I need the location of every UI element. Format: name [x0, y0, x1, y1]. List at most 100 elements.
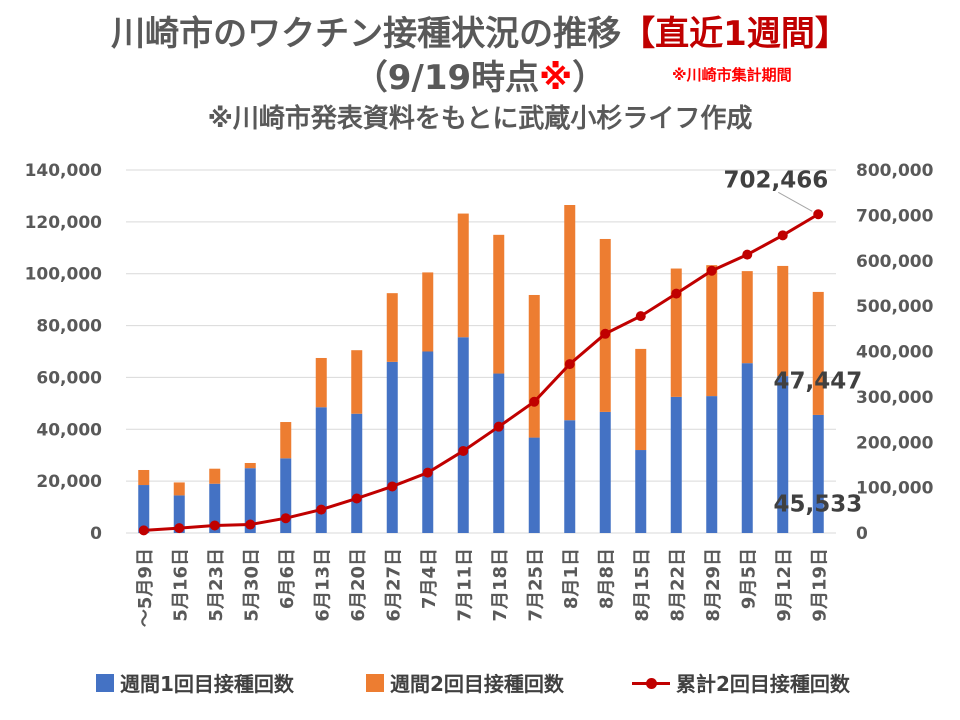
bar-second-dose — [777, 265, 789, 377]
cumulative-point — [529, 396, 540, 407]
legend-label-second-dose: 週間2回目接種回数 — [390, 672, 564, 696]
bar-second-dose — [670, 268, 682, 397]
legend-swatch-first-dose — [96, 673, 114, 692]
x-tick-label: 5月16日 — [170, 548, 191, 622]
cumulative-point — [671, 288, 682, 299]
line-series — [138, 209, 824, 536]
cumulative-point — [635, 311, 646, 322]
bar-first-dose — [812, 414, 824, 533]
bar-second-dose — [315, 357, 327, 408]
x-tick-label: 6月20日 — [348, 548, 369, 622]
bar-second-dose — [173, 482, 185, 496]
cumulative-point — [245, 519, 256, 530]
date-text: （9/19時点 — [353, 58, 540, 98]
data-labels: 702,466 47,447 45,533 — [723, 167, 862, 517]
legend-swatch-cumulative — [632, 674, 670, 692]
cumulative-point — [742, 249, 753, 260]
bar-first-dose — [741, 363, 753, 533]
cumulative-point — [706, 265, 717, 276]
bar-first-dose — [386, 361, 398, 533]
cumulative-point — [387, 481, 398, 492]
cumulative-point — [600, 328, 611, 339]
cumulative-point — [351, 493, 362, 504]
bar-first-dose — [670, 396, 682, 533]
y-left-tick-label: 80,000 — [36, 317, 102, 337]
bar-first-dose — [528, 437, 540, 533]
legend-label-first-dose: 週間1回目接種回数 — [120, 672, 294, 696]
bar-first-dose — [244, 468, 256, 533]
cumulative-point — [564, 359, 575, 370]
y-left-tick-label: 20,000 — [36, 472, 102, 492]
bar-first-dose — [706, 396, 718, 533]
y-left-tick-label: 120,000 — [25, 213, 103, 233]
y-left-tick-label: 0 — [90, 524, 102, 544]
cumulative-point — [458, 445, 469, 456]
cumulative-point — [493, 421, 504, 432]
bar-second-dose — [386, 293, 398, 362]
period-note: ※川崎市集計期間 — [672, 66, 792, 84]
y-right-tick-label: 700,000 — [856, 206, 934, 226]
y-right-tick-label: 400,000 — [856, 343, 934, 363]
bar-second-dose — [351, 350, 363, 414]
bar-first-dose — [422, 351, 434, 533]
x-tick-label: 6月6日 — [277, 548, 298, 609]
x-tick-label: 8月8日 — [596, 548, 617, 609]
chart-title-main: 川崎市のワクチン接種状況の推移 — [111, 14, 622, 54]
bar-first-dose — [777, 376, 789, 533]
x-tick-label: ～5月9日 — [135, 548, 156, 627]
cumulative-point — [280, 513, 291, 524]
bar-first-dose — [635, 450, 647, 533]
x-tick-label: 5月23日 — [206, 548, 227, 622]
legend-item-cumulative: 累計2回目接種回数 — [632, 668, 850, 697]
bar-second-dose — [457, 213, 469, 338]
x-tick-label: 8月1日 — [561, 548, 582, 609]
cumulative-line — [143, 212, 820, 532]
legend-item-second-dose: 週間2回目接種回数 — [366, 668, 564, 697]
chart-source-note: ※川崎市発表資料をもとに武蔵小杉ライフ作成 — [207, 104, 753, 134]
y-right-tick-label: 600,000 — [856, 252, 934, 272]
bar-first-dose — [209, 483, 221, 533]
bar-second-dose — [635, 348, 647, 451]
data-label-second-dose: 47,447 — [773, 368, 862, 394]
cumulative-point — [174, 523, 185, 534]
x-tick-label: 8月29日 — [703, 548, 724, 622]
y-left-tick-label: 40,000 — [36, 420, 102, 440]
bar-first-dose — [351, 413, 363, 533]
chart-subtitle-date: （9/19時点※） — [0, 50, 960, 99]
bar-first-dose — [493, 373, 505, 533]
bar-first-dose — [173, 495, 185, 533]
bar-second-dose — [564, 205, 576, 421]
x-tick-label: 8月15日 — [632, 548, 653, 622]
y-left-tick-label: 140,000 — [25, 161, 103, 181]
legend-item-first-dose: 週間1回目接種回数 — [96, 668, 294, 697]
cumulative-point — [813, 209, 824, 220]
gridlines — [126, 169, 836, 534]
date-mark: ※ — [539, 58, 573, 98]
y-right-tick-label: 500,000 — [856, 297, 934, 317]
bar-second-dose — [422, 272, 434, 352]
bar-second-dose — [741, 271, 753, 364]
legend-label-cumulative: 累計2回目接種回数 — [676, 672, 850, 696]
legend-swatch-second-dose — [366, 673, 384, 692]
y-right-tick-label: 200,000 — [856, 433, 934, 453]
chart-title-highlight: 【直近1週間】 — [621, 14, 849, 54]
bar-first-dose — [138, 485, 150, 533]
y-right-tick-label: 300,000 — [856, 388, 934, 408]
cumulative-point — [777, 230, 788, 241]
x-tick-label: 6月13日 — [312, 548, 333, 622]
x-tick-label: 8月22日 — [667, 548, 688, 622]
cumulative-point — [138, 525, 149, 536]
legend: 週間1回目接種回数 週間2回目接種回数 累計2回目接種回数 — [0, 668, 960, 698]
bar-first-dose — [564, 420, 576, 533]
bar-first-dose — [315, 407, 327, 533]
x-axis: ～5月9日 5月16日 5月23日 5月30日 6月6日 6月13日 6月20日 6月27日 7… — [135, 548, 831, 627]
x-tick-label: 7月25日 — [525, 548, 546, 622]
x-tick-label: 9月19日 — [809, 548, 830, 622]
x-tick-label: 7月4日 — [419, 548, 440, 609]
y-axis-right: 0 100,000 200,000 300,000 400,000 500,000 600,… — [856, 161, 934, 544]
bar-second-dose — [209, 468, 221, 484]
bar-second-dose — [706, 265, 718, 397]
bar-first-dose — [457, 337, 469, 533]
bar-second-dose — [244, 462, 256, 469]
